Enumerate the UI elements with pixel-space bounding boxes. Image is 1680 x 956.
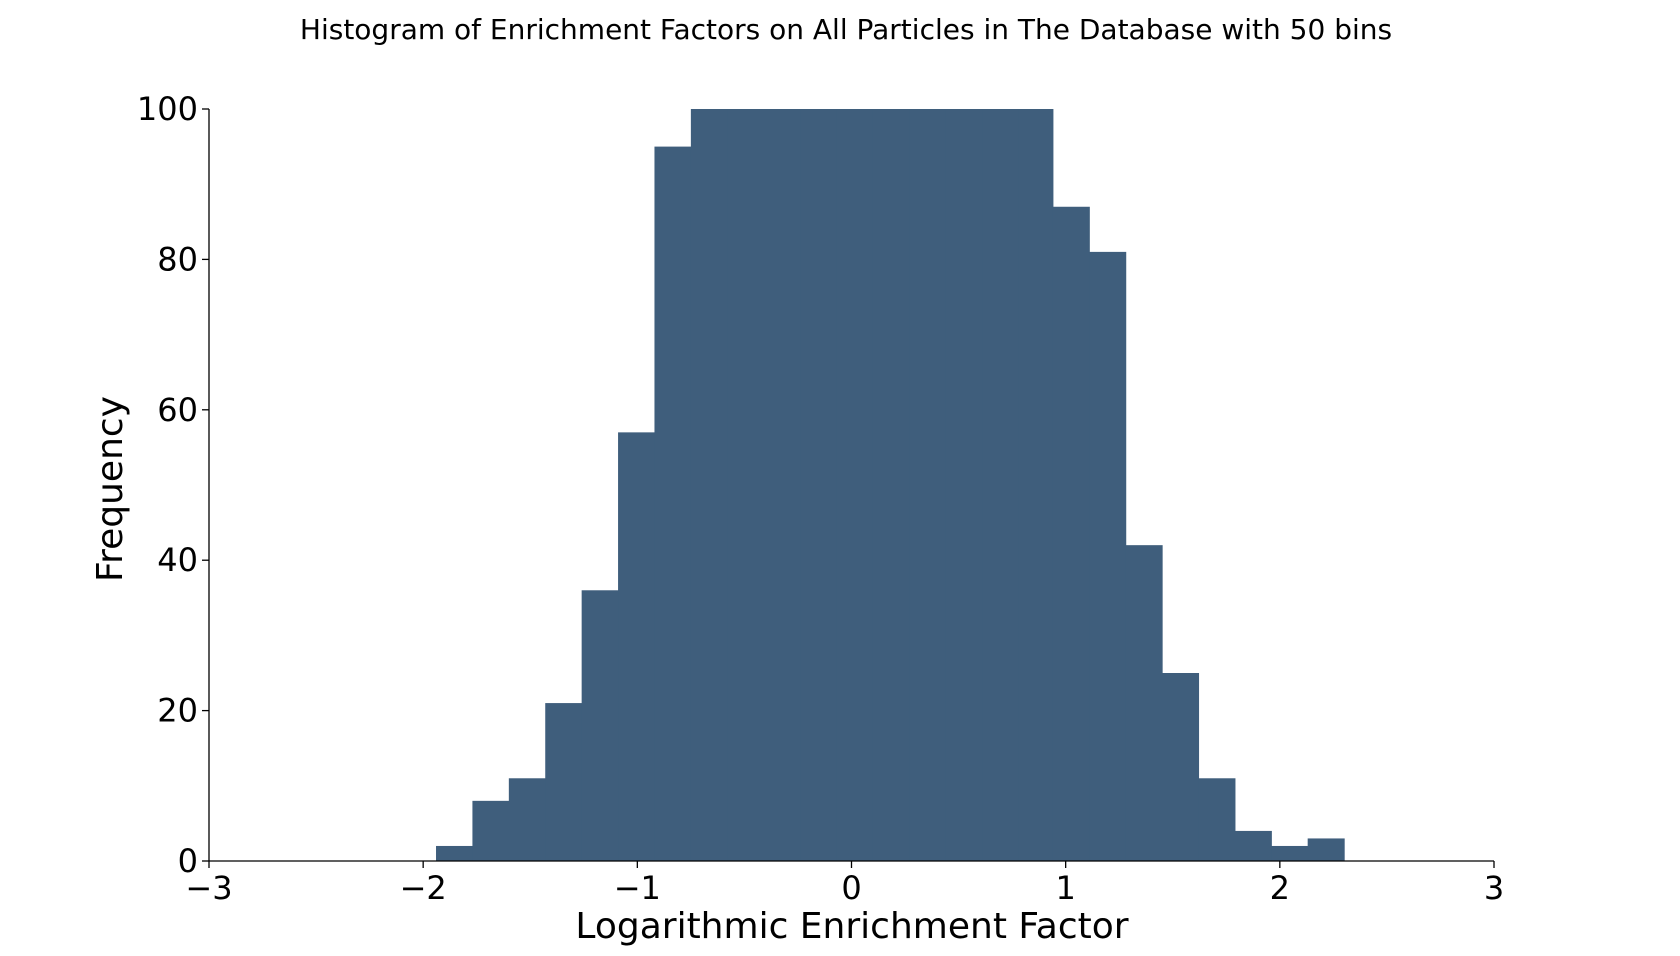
histogram-bar-3 [545,703,583,861]
histogram-bar-4 [581,590,619,861]
y-tick-label: 0 [178,842,198,880]
x-tick-label: 1 [1055,869,1075,907]
y-tick-label: 60 [157,391,198,429]
x-tick-label: 3 [1484,869,1504,907]
x-ticks-group: −3 −2 −1 0 1 2 3 [185,861,1504,907]
x-tick-label: 2 [1270,869,1290,907]
histogram-bar-12 [872,109,910,861]
histogram-bar-22 [1234,830,1272,861]
histogram-bar-17 [1052,206,1090,861]
y-tick-label: 20 [157,692,198,730]
histogram-bar-6 [654,146,692,862]
histogram-bar-11 [836,109,874,861]
y-axis-label: Frequency [90,396,131,582]
histogram-bar-18 [1089,251,1127,861]
histogram-bar-20 [1162,673,1200,861]
chart-title: Histogram of Enrichment Factors on All P… [300,13,1392,46]
y-ticks-group: 0 20 40 60 80 100 [137,90,209,880]
histogram-bar-13 [909,109,947,861]
x-axis-label: Logarithmic Enrichment Factor [575,906,1128,947]
y-tick-label: 40 [157,541,198,579]
histogram-bar-16 [1018,109,1054,861]
histogram-bar-5 [618,432,656,861]
histogram-bar-9 [763,109,801,861]
bars-group [436,109,1345,862]
histogram-bar-0 [436,845,474,861]
histogram-bar-14 [945,109,983,861]
histogram-bar-8 [727,109,765,861]
histogram-bar-10 [800,109,838,861]
histogram-bar-24 [1307,838,1345,861]
histogram-bar-2 [508,778,546,861]
y-tick-label: 80 [157,240,198,278]
histogram-bar-21 [1198,778,1236,861]
x-tick-label: −3 [185,869,232,907]
y-tick-label: 100 [137,90,198,128]
histogram-bar-23 [1271,845,1309,861]
histogram-bar-19 [1125,545,1163,861]
histogram-bar-7 [690,109,728,861]
histogram-bar-15 [982,109,1020,861]
histogram-bar-1 [472,800,510,861]
x-tick-label: −2 [400,869,447,907]
x-tick-label: 0 [841,869,861,907]
x-tick-label: −1 [614,869,661,907]
